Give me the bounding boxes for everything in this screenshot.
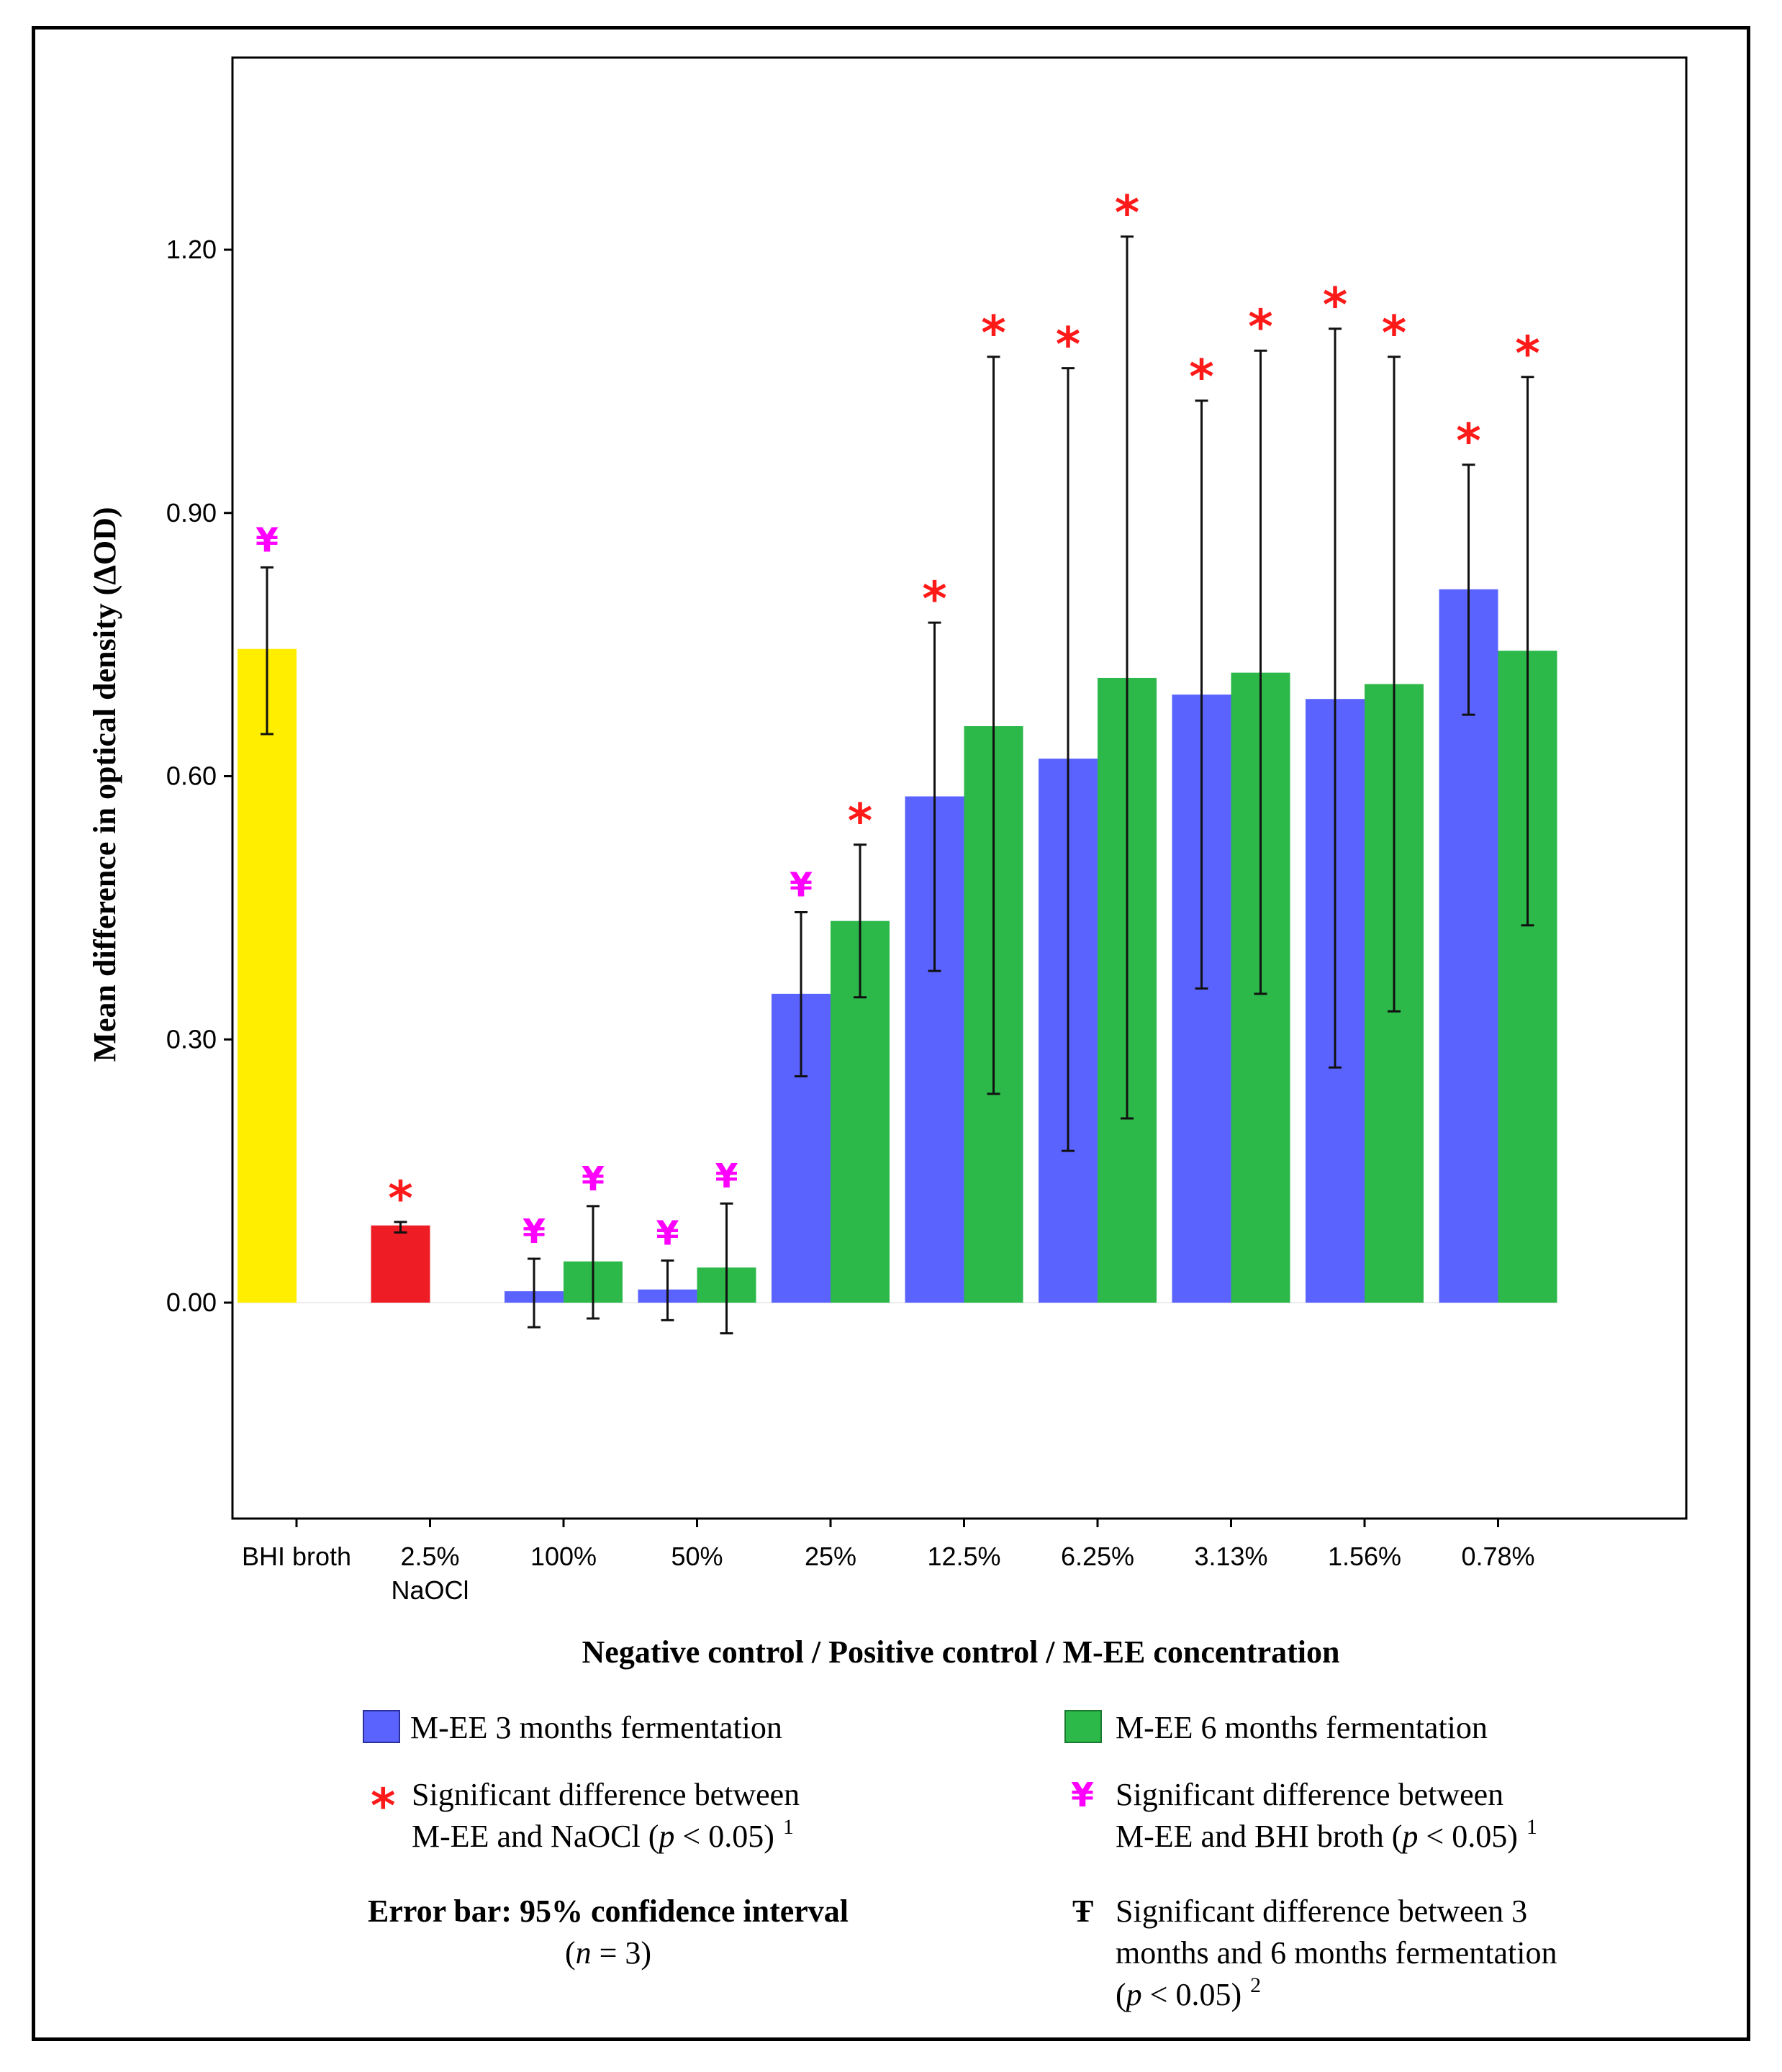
significance-star: * [1189,350,1214,405]
x-axis: BHI broth 2.5% NaOCl 100% 50% 25% 12.5% 6.25% 3.… [242,1519,1535,1605]
x-tick-label: 1.56% [1328,1542,1401,1571]
significance-yen: ¥ [582,1159,605,1198]
x-tick-label: 12.5% [927,1542,1000,1571]
y-tick-label: 0.00 [166,1288,217,1317]
significance-star: * [1248,299,1273,355]
legend-label-6-months: M-EE 6 months fermentation [1116,1710,1488,1745]
y-axis: 0.00 0.30 0.60 0.90 1.20 [166,235,1557,1317]
x-tick-label: 100% [530,1542,597,1571]
y-tick-label: 0.90 [166,498,217,528]
y-tick-label: 0.30 [166,1024,217,1054]
significance-yen: ¥ [523,1212,546,1251]
significance-star: * [1056,317,1081,373]
legend-swatch-6-months [1064,1710,1102,1743]
significance-star: * [981,306,1006,361]
significance-star: * [922,571,947,627]
legend: M-EE 3 months fermentation M-EE 6 months… [363,1710,1557,2012]
significance-star: * [1515,326,1540,381]
star-icon: * [371,1778,396,1834]
x-tick-label: 0.78% [1461,1542,1534,1571]
significance-marks: ¥ * ¥ ¥ ¥ * * * * * ¥ ¥ * * * * * * [255,186,1540,1253]
legend-star-line1: Significant difference between [412,1777,800,1812]
x-tick-label: 50% [671,1542,723,1571]
significance-star: * [1382,306,1407,361]
legend-yen-line2: M-EE and BHI broth (p < 0.05) 1 [1116,1815,1537,1854]
y-tick-label: 1.20 [166,235,217,264]
significance-star: * [848,794,873,849]
x-tick-label: 6.25% [1061,1542,1134,1571]
legend-yen-line1: Significant difference between [1116,1777,1503,1812]
bar-bhi-broth [238,648,297,1303]
legend-tau-line2: months and 6 months fermentation [1116,1935,1557,1971]
x-tick-label: 3.13% [1194,1542,1267,1571]
x-tick-label: 2.5% [400,1542,459,1571]
significance-yen: ¥ [656,1213,679,1252]
y-tick-label: 0.60 [166,761,217,791]
significance-yen: ¥ [715,1157,738,1195]
x-tick-label: BHI broth [242,1542,351,1571]
significance-yen: ¥ [255,520,279,559]
legend-label-3-months: M-EE 3 months fermentation [410,1710,782,1745]
x-axis-title: Negative control / Positive control / M-… [582,1634,1340,1670]
error-bars [261,235,1534,1335]
x-tick-label: 25% [805,1542,856,1571]
tau-icon: Ŧ [1072,1894,1093,1929]
y-axis-title: Mean difference in optical density (ΔOD) [87,507,122,1062]
significance-yen: ¥ [790,865,813,904]
bar-naocl [371,1225,430,1303]
significance-star: * [1456,414,1481,469]
significance-star: * [388,1171,413,1226]
significance-star: * [1323,278,1348,333]
legend-swatch-3-months [363,1710,400,1743]
yen-icon: ¥ [1071,1775,1094,1814]
significance-star: * [1115,186,1140,241]
legend-star-line2: M-EE and NaOCl (p < 0.05) 1 [412,1815,794,1854]
x-tick-label: NaOCl [391,1575,469,1605]
legend-error-line2: (n = 3) [565,1935,651,1971]
legend-tau-line1: Significant difference between 3 [1116,1894,1527,1929]
legend-error-line1: Error bar: 95% confidence interval [368,1894,849,1929]
legend-tau-line3: (p < 0.05) 2 [1116,1973,1261,2012]
